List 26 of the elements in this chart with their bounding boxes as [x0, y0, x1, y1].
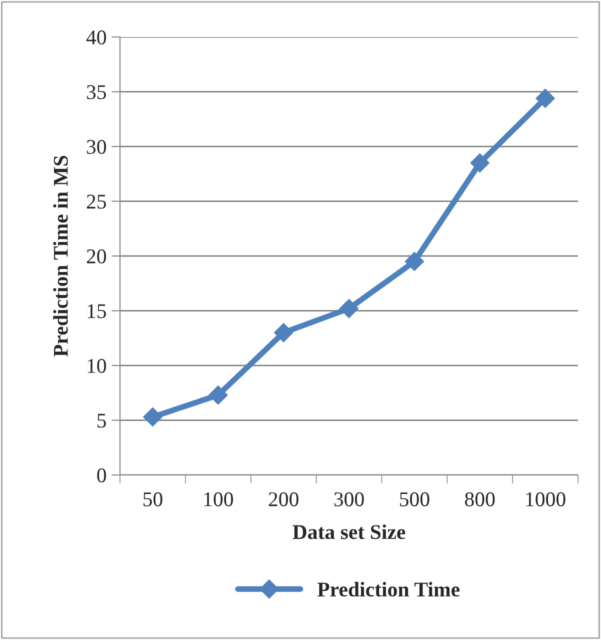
point [536, 88, 555, 108]
x-tick-label: 500 [400, 492, 430, 506]
point [339, 299, 359, 318]
legend-label: Prediction Time [317, 582, 460, 597]
y-tick-label: 35 [86, 85, 106, 100]
y-axis-title: Prediction Time in MS [53, 156, 68, 357]
x-tick-label: 1000 [526, 492, 566, 506]
y-tick-label: 25 [86, 194, 106, 209]
x-axis-title: Data set Size [292, 524, 406, 540]
y-tick-label: 15 [88, 304, 106, 318]
y-tick-label: 10 [88, 358, 106, 373]
point [274, 323, 294, 342]
y-tick-label: 20 [86, 249, 106, 264]
point [470, 153, 490, 172]
y-tick-label: 40 [86, 30, 106, 44]
x-tick-label: 800 [465, 492, 495, 506]
x-tick-label: 100 [204, 492, 233, 506]
point [208, 386, 228, 405]
point [143, 407, 162, 426]
y-tick-label: 30 [86, 140, 106, 154]
x-tick-label: 50 [144, 492, 162, 506]
point [404, 252, 424, 272]
x-tick-label: 200 [268, 492, 298, 506]
y-tick-label: 5 [98, 414, 106, 428]
x-tick-label: 300 [334, 492, 364, 506]
y-tick-label: 0 [97, 468, 106, 482]
